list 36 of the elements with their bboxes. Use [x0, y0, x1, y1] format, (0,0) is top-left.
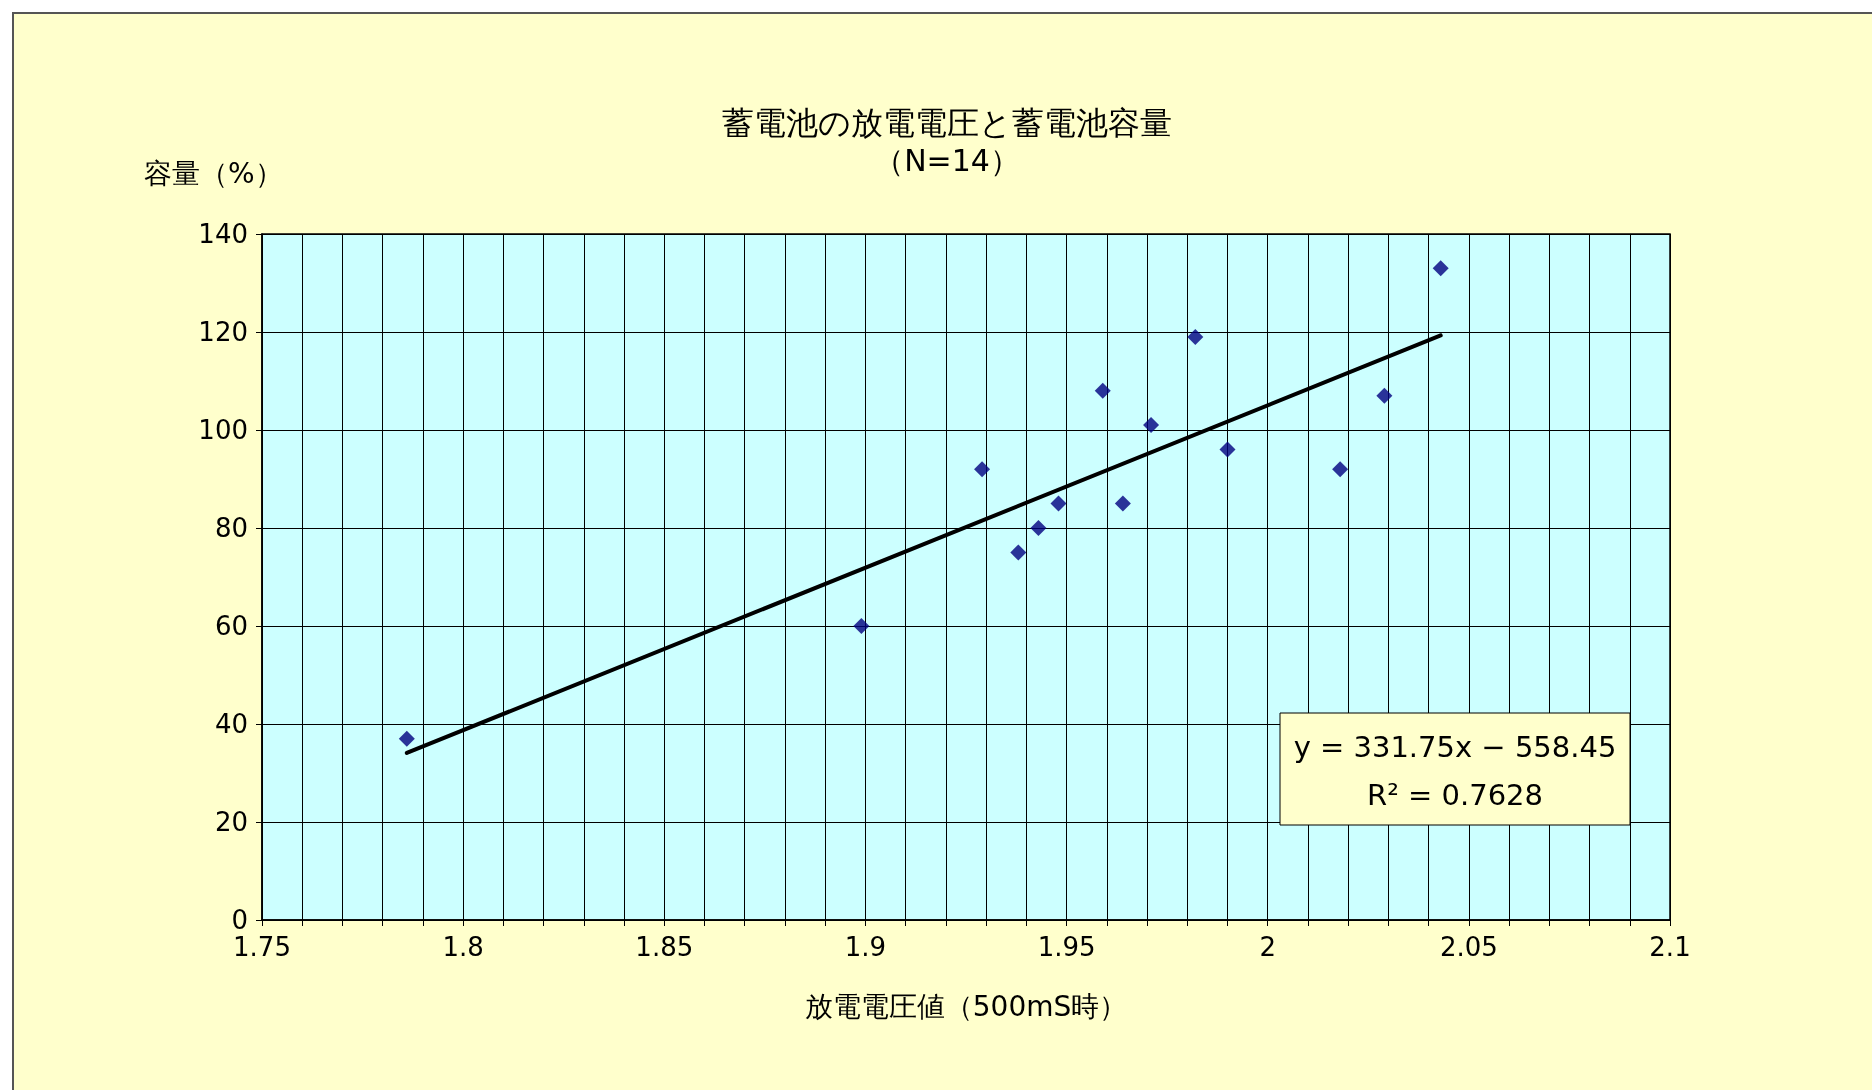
annotation: y = 331.75x − 558.45	[1293, 730, 1617, 764]
y-axis-title: 容量（%）	[144, 156, 283, 190]
x-tick-label: 1.9	[844, 932, 887, 962]
point	[1187, 328, 1204, 345]
y-tick-label: 80	[214, 513, 248, 543]
point	[1432, 260, 1449, 277]
point	[1010, 544, 1027, 561]
x-tick-label: 1.8	[442, 932, 484, 962]
x-tick-label: 1.85	[635, 932, 694, 962]
point	[1114, 495, 1131, 512]
chart-subtitle: （N=14）	[874, 142, 1020, 178]
y-tick-label: 100	[198, 415, 248, 445]
point	[1376, 387, 1393, 404]
point	[853, 618, 870, 634]
y-tick-label: 0	[231, 905, 248, 935]
x-tick-label: 1.95	[1037, 932, 1096, 962]
y-tick-label: 40	[214, 709, 248, 739]
point	[1219, 441, 1236, 458]
x-axis-title: 放電電圧値（500mS時）	[804, 989, 1128, 1023]
point	[1143, 417, 1160, 434]
point	[1030, 520, 1047, 536]
point	[1332, 461, 1349, 478]
chart-title: 蓄電池の放電電圧と蓄電池容量	[722, 104, 1172, 142]
y-tick-label: 20	[214, 807, 248, 837]
point	[1094, 382, 1111, 399]
y-tick-label: 140	[198, 219, 248, 249]
annotation: R² = 0.7628	[1367, 778, 1543, 812]
point	[1050, 495, 1067, 512]
y-tick-label: 60	[214, 611, 248, 641]
x-tick-label: 2.05	[1439, 932, 1498, 962]
y-tick-label: 120	[198, 317, 248, 347]
x-tick-label: 2.1	[1649, 932, 1691, 962]
point	[974, 461, 991, 478]
x-tick-label: 1.75	[233, 932, 291, 962]
point	[398, 730, 415, 747]
x-tick-label: 2	[1259, 932, 1276, 962]
